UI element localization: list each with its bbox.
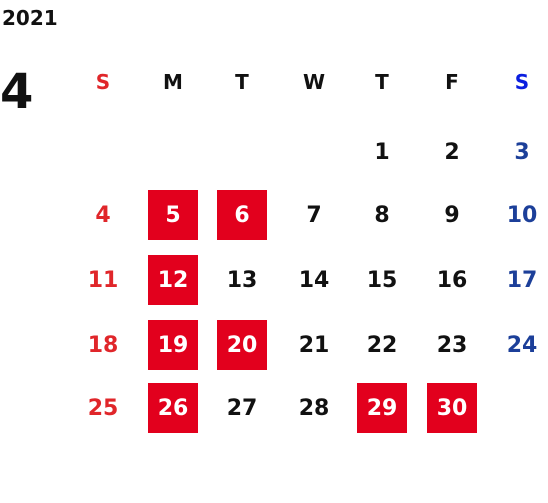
day: 23 [436,332,468,358]
day: 1 [374,139,390,165]
weekday-header: S [514,70,530,94]
day: 13 [226,267,258,293]
day: 15 [366,267,398,293]
holiday-day: 20 [217,320,267,370]
day: 16 [436,267,468,293]
holiday-day: 26 [148,383,198,433]
holiday-day: 6 [217,190,267,240]
holiday-day: 19 [148,320,198,370]
weekday-header: T [235,70,249,94]
day: 11 [87,267,119,293]
holiday-day: 5 [148,190,198,240]
day: 7 [306,202,322,228]
day: 3 [514,139,530,165]
day: 27 [226,395,258,421]
weekday-header: T [375,70,389,94]
day: 25 [87,395,119,421]
day: 22 [366,332,398,358]
day: 28 [298,395,330,421]
day: 18 [87,332,119,358]
day: 17 [506,267,538,293]
weekday-header: S [95,70,111,94]
day: 4 [95,202,111,228]
holiday-day: 12 [148,255,198,305]
year: 2021 [2,6,58,30]
day: 2 [444,139,460,165]
day: 14 [298,267,330,293]
day: 10 [506,202,538,228]
weekday-header: M [163,70,183,94]
day: 9 [444,202,460,228]
day: 21 [298,332,330,358]
holiday-day: 30 [427,383,477,433]
day: 8 [374,202,390,228]
month: 4 [0,64,34,120]
weekday-header: W [302,70,326,94]
day: 24 [506,332,538,358]
holiday-day: 29 [357,383,407,433]
weekday-header: F [445,70,459,94]
